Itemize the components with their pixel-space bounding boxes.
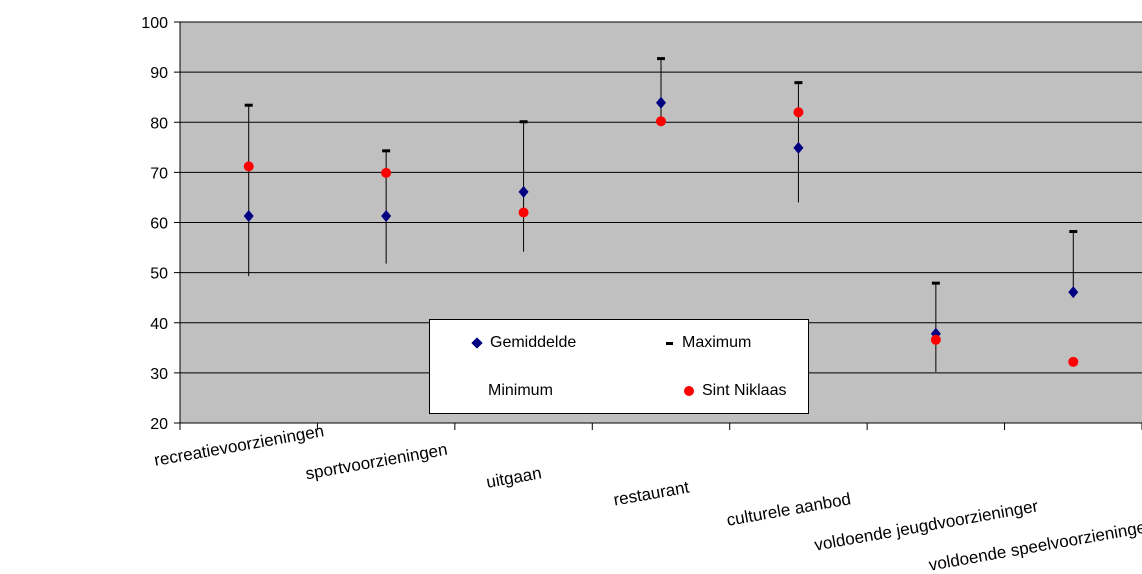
- sint-niklaas-marker: [518, 207, 529, 218]
- category-label: recreatievoorzieningen: [153, 421, 326, 470]
- gemiddelde-marker: [381, 209, 392, 222]
- maximum-marker: [794, 81, 803, 85]
- maximum-marker: [1069, 230, 1078, 234]
- maximum-marker: [244, 103, 253, 107]
- y-tick-label: 100: [141, 15, 168, 32]
- maximum-marker: [657, 57, 665, 61]
- sint-niklaas-marker: [793, 107, 804, 118]
- y-tick-label: 40: [150, 316, 168, 333]
- sint-niklaas-marker: [1068, 356, 1079, 367]
- legend-label-maximum: Maximum: [682, 334, 752, 351]
- gemiddelde-marker: [1068, 286, 1079, 299]
- dash-marker-icon: [662, 336, 676, 350]
- category-label: sportvoorzieningen: [304, 440, 449, 484]
- maximum-marker: [382, 149, 391, 153]
- legend-item-maximum: Maximum: [662, 334, 751, 352]
- legend-item-sint-niklaas: Sint Niklaas: [682, 382, 786, 400]
- y-tick-label: 80: [150, 115, 168, 132]
- sint-niklaas-marker: [656, 116, 666, 127]
- y-tick-label: 60: [150, 216, 168, 233]
- y-tick-label: 30: [150, 366, 168, 383]
- maximum-marker: [931, 281, 940, 285]
- sint-niklaas-marker: [381, 167, 392, 178]
- circle-marker-icon: [682, 384, 696, 398]
- y-tick-label: 50: [150, 266, 168, 283]
- sint-niklaas-marker: [930, 334, 941, 345]
- category-label: culturele aanbod: [725, 489, 852, 530]
- y-tick-label: 90: [150, 65, 168, 82]
- legend-item-gemiddelde: Gemiddelde: [470, 334, 576, 352]
- legend-label-sint-niklaas: Sint Niklaas: [702, 382, 787, 399]
- diamond-marker-icon: [470, 336, 484, 350]
- maximum-marker: [519, 120, 528, 124]
- legend-label-gemiddelde: Gemiddelde: [490, 334, 577, 351]
- legend: Gemiddelde Maximum Minimum Sint Niklaas: [429, 319, 809, 414]
- legend-label-minimum: Minimum: [488, 382, 553, 399]
- y-tick-label: 20: [150, 416, 168, 433]
- category-label: restaurant: [612, 478, 691, 510]
- y-tick-label: 70: [150, 165, 168, 182]
- gemiddelde-marker: [518, 185, 529, 198]
- gemiddelde-marker: [243, 209, 254, 222]
- sint-niklaas-marker: [243, 161, 254, 172]
- gemiddelde-marker: [793, 141, 804, 154]
- legend-item-minimum: Minimum: [488, 382, 553, 400]
- category-label: uitgaan: [485, 463, 543, 491]
- gemiddelde-marker: [656, 96, 666, 109]
